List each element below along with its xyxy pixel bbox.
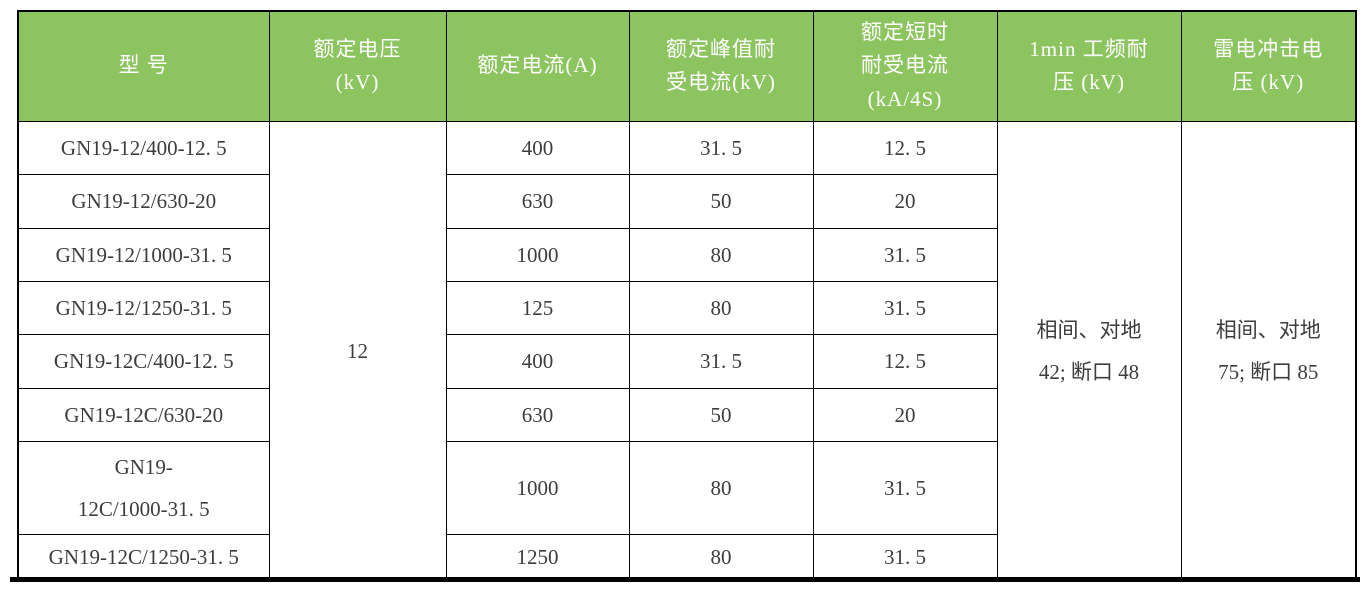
header-rated-current: 额定电流(A) (445, 10, 630, 122)
cell-peak-current: 31. 5 (628, 333, 814, 389)
cell-model: GN19-12C/400-12. 5 (17, 333, 270, 389)
cell-peak-current: 80 (628, 533, 814, 582)
cell-model: GN19-12C/630-20 (17, 387, 270, 442)
cell-short-time-current: 31. 5 (812, 533, 998, 582)
cell-short-time-current: 20 (812, 173, 998, 229)
cell-short-time-current: 31. 5 (812, 440, 998, 535)
cell-rated-current: 400 (445, 120, 630, 175)
cell-short-time-current: 12. 5 (812, 120, 998, 175)
cell-lightning-impulse-merged: 相间、对地 75; 断口 85 (1180, 120, 1357, 582)
cell-model: GN19-12/1000-31. 5 (17, 227, 270, 282)
table-row: GN19-12C/1250-31. 5 1250 80 31. 5 (17, 533, 1356, 582)
cell-peak-current: 50 (628, 387, 814, 442)
cell-power-frequency-merged: 相间、对地 42; 断口 48 (996, 120, 1182, 582)
table-row: GN19-12/1000-31. 5 1000 80 31. 5 (17, 227, 1356, 282)
cell-model: GN19-12/400-12. 5 (17, 120, 270, 175)
table-row: GN19-12/400-12. 5 12 400 31. 5 12. 5 相间、… (17, 120, 1357, 582)
cell-short-time-current: 12. 5 (812, 333, 998, 389)
cell-peak-current: 80 (628, 280, 814, 335)
cell-peak-current: 50 (628, 173, 814, 229)
table-row: GN19-12/1250-31. 5 125 80 31. 5 (17, 280, 1356, 335)
table-row: GN19- 12C/1000-31. 5 1000 80 31. 5 (17, 440, 1356, 535)
cell-peak-current: 80 (628, 227, 814, 282)
table-bottom-rule (10, 577, 1360, 582)
cell-rated-current: 630 (445, 173, 630, 229)
cell-rated-voltage-merged: 12 (268, 120, 447, 582)
cell-rated-current: 125 (445, 280, 630, 335)
header-model: 型 号 (17, 10, 270, 122)
cell-model: GN19-12/1250-31. 5 (17, 280, 270, 335)
cell-short-time-current: 31. 5 (812, 280, 998, 335)
cell-rated-current: 1000 (445, 440, 630, 535)
table-row: GN19-12/630-20 630 50 20 (17, 173, 1356, 229)
header-peak-withstand-current: 额定峰值耐 受电流(kV) (628, 10, 814, 122)
cell-model: GN19- 12C/1000-31. 5 (17, 440, 270, 535)
header-power-frequency-withstand: 1min 工频耐 压 (kV) (996, 10, 1182, 122)
cell-peak-current: 31. 5 (628, 120, 814, 175)
table-row: GN19-12C/400-12. 5 400 31. 5 12. 5 (17, 333, 1356, 389)
cell-rated-current: 630 (445, 387, 630, 442)
table-row: GN19-12C/630-20 630 50 20 (17, 387, 1356, 442)
header-short-time-current: 额定短时 耐受电流 (kA/4S) (812, 10, 998, 122)
spec-table: 型 号 额定电压 (kV) 额定电流(A) 额定峰值耐 受电流(kV) 额定短时… (17, 10, 1357, 582)
cell-rated-current: 1000 (445, 227, 630, 282)
cell-short-time-current: 20 (812, 387, 998, 442)
header-rated-voltage: 额定电压 (kV) (268, 10, 447, 122)
cell-rated-current: 400 (445, 333, 630, 389)
cell-model: GN19-12C/1250-31. 5 (17, 533, 270, 582)
cell-short-time-current: 31. 5 (812, 227, 998, 282)
header-row: 型 号 额定电压 (kV) 额定电流(A) 额定峰值耐 受电流(kV) 额定短时… (17, 10, 1357, 122)
header-lightning-impulse: 雷电冲击电 压 (kV) (1180, 10, 1357, 122)
cell-peak-current: 80 (628, 440, 814, 535)
cell-rated-current: 1250 (445, 533, 630, 582)
cell-model: GN19-12/630-20 (17, 173, 270, 229)
